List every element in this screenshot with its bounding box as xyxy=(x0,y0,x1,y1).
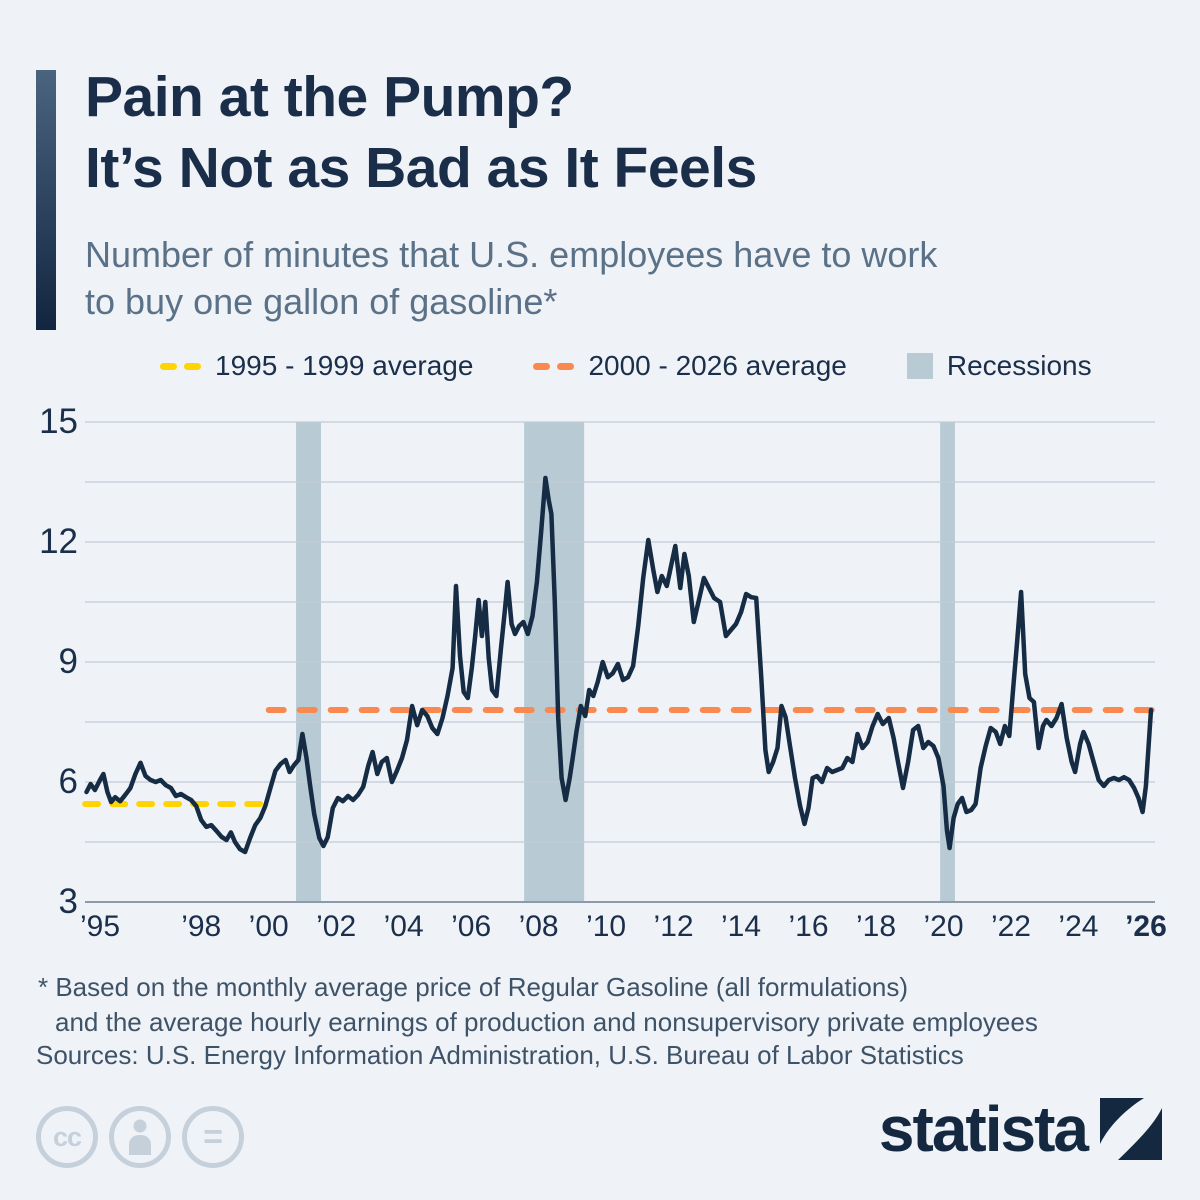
y-tick-label: 15 xyxy=(39,402,78,441)
x-tick-label: ’26 xyxy=(1125,910,1167,943)
x-tick-label: ’20 xyxy=(923,910,964,943)
chart-subtitle: Number of minutes that U.S. employees ha… xyxy=(85,232,937,326)
x-tick-label: ’16 xyxy=(788,910,829,943)
statista-logo-mark xyxy=(1100,1098,1162,1160)
recession-band xyxy=(524,422,585,902)
legend-label-1995-1999: 1995 - 1999 average xyxy=(215,350,474,381)
x-tick-label: ’02 xyxy=(316,910,357,943)
x-tick-label: ’22 xyxy=(990,910,1031,943)
y-tick-label: 12 xyxy=(39,522,78,561)
subtitle-line-1: Number of minutes that U.S. employees ha… xyxy=(85,234,938,275)
x-tick-label: ’12 xyxy=(653,910,694,943)
legend-label-2000-2026: 2000 - 2026 average xyxy=(588,350,847,381)
cc-license[interactable]: cc = xyxy=(36,1106,244,1168)
statista-logo[interactable]: statista xyxy=(878,1093,1162,1165)
x-tick-label: ’08 xyxy=(518,910,559,943)
x-tick-label: ’04 xyxy=(383,910,424,943)
subtitle-line-2: to buy one gallon of gasoline* xyxy=(85,280,558,322)
sources-line: Sources: U.S. Energy Information Adminis… xyxy=(36,1040,964,1070)
y-tick-label: 3 xyxy=(58,882,78,921)
title-accent-bar xyxy=(36,70,56,330)
footnote-line-1: * Based on the monthly average price of … xyxy=(38,972,909,1002)
chart-legend: 1995 - 1999 average 2000 - 2026 average … xyxy=(160,350,1092,382)
x-tick-label: ’24 xyxy=(1058,910,1099,943)
recession-band xyxy=(296,422,321,902)
footnote: * Based on the monthly average price of … xyxy=(38,970,1038,1040)
x-tick-label: ’00 xyxy=(248,910,289,943)
series-line xyxy=(84,475,1154,855)
legend-label-recessions: Recessions xyxy=(946,350,1092,381)
page-title: Pain at the Pump? It’s Not as Bad as It … xyxy=(85,62,757,203)
orange-dash-swatch xyxy=(533,362,575,370)
legend-item-1995-1999-average: 1995 - 1999 average xyxy=(160,350,473,382)
footnote-line-2: and the average hourly earnings of produ… xyxy=(55,1007,1038,1038)
x-tick-label: ’14 xyxy=(721,910,762,943)
cc-attribution-icon[interactable] xyxy=(109,1106,171,1168)
title-line-1: Pain at the Pump? xyxy=(85,65,574,129)
yellow-dash-swatch xyxy=(160,362,201,370)
legend-item-recessions: Recessions xyxy=(906,350,1092,382)
x-tick-label: ’95 xyxy=(79,910,121,943)
x-tick-label: ’06 xyxy=(451,910,492,943)
y-tick-label: 6 xyxy=(58,762,78,801)
statista-wordmark: statista xyxy=(878,1093,1089,1165)
title-line-2: It’s Not as Bad as It Feels xyxy=(85,135,757,200)
cc-icon[interactable]: cc xyxy=(36,1106,98,1168)
x-tick-label: ’18 xyxy=(855,910,897,943)
x-tick-label: ’98 xyxy=(181,910,222,943)
x-tick-label: ’10 xyxy=(586,910,627,943)
recession-band xyxy=(940,422,955,902)
cc-nd-icon[interactable]: = xyxy=(182,1106,244,1168)
legend-item-2000-2026-average: 2000 - 2026 average xyxy=(533,350,847,382)
person-icon xyxy=(129,1119,151,1155)
recession-swatch xyxy=(906,353,933,379)
y-tick-label: 9 xyxy=(58,642,78,681)
